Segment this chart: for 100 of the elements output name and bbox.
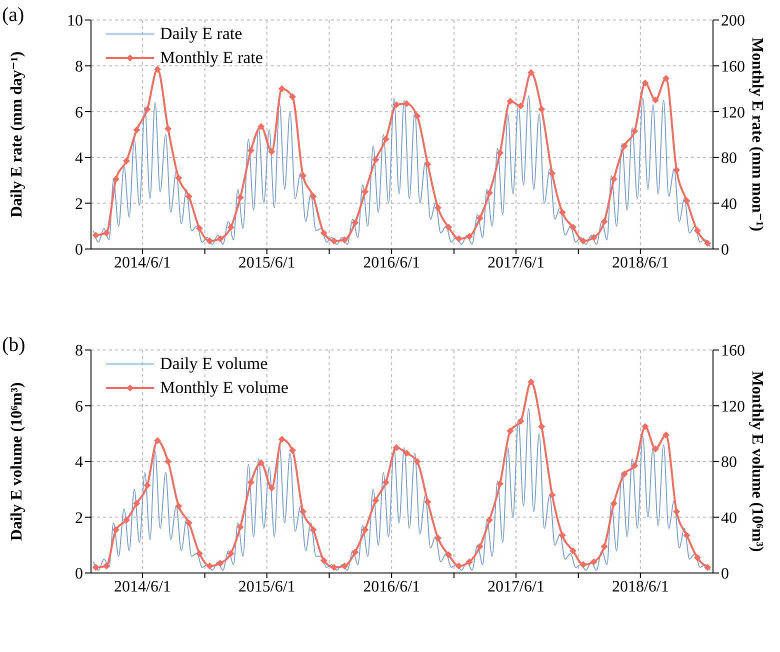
point	[434, 534, 442, 542]
point	[392, 444, 400, 452]
point	[164, 125, 172, 132]
point	[652, 96, 659, 104]
point	[258, 459, 265, 466]
y2-tick-label: 120	[721, 398, 745, 416]
point	[247, 147, 254, 154]
point	[528, 69, 534, 76]
point	[538, 423, 546, 430]
point	[288, 93, 296, 100]
point	[414, 458, 421, 465]
point	[206, 562, 214, 570]
y2-tick-label: 40	[721, 510, 737, 527]
point	[642, 79, 649, 86]
point	[517, 102, 524, 110]
point	[299, 508, 306, 516]
point	[631, 128, 638, 135]
y-tick-label: 6	[75, 104, 83, 122]
point	[278, 85, 286, 92]
point	[486, 189, 493, 196]
point	[341, 236, 348, 244]
point	[631, 462, 638, 470]
point	[642, 423, 649, 430]
point	[694, 554, 701, 562]
legend-label: Daily E rate	[160, 23, 242, 45]
point	[352, 548, 359, 556]
point	[227, 224, 234, 231]
y-tick-label: 4	[75, 150, 83, 168]
point	[476, 543, 484, 550]
y-tick-label: 2	[75, 510, 83, 527]
y2-tick-label: 120	[721, 104, 745, 122]
legend-label: Monthly E volume	[160, 377, 288, 399]
point	[673, 508, 680, 516]
y-tick-label: 8	[75, 58, 83, 76]
y2-tick-label: 200	[721, 12, 745, 30]
point	[92, 232, 100, 239]
point	[154, 437, 161, 444]
point	[704, 240, 712, 247]
point	[620, 470, 628, 478]
y-tick-label: 8	[75, 342, 83, 360]
point	[185, 192, 192, 200]
point	[102, 229, 110, 236]
point	[506, 427, 514, 434]
y-tick-label: 2	[75, 196, 83, 213]
point	[652, 445, 659, 452]
point	[476, 214, 484, 222]
point	[196, 224, 203, 232]
y2-tick-label: 0	[721, 242, 729, 259]
point	[236, 524, 244, 531]
point	[580, 237, 587, 244]
point	[620, 142, 628, 150]
line-series	[92, 95, 711, 248]
y2-tick-label: 40	[721, 196, 737, 213]
point	[382, 136, 390, 143]
point	[154, 66, 161, 73]
point	[662, 74, 670, 82]
point	[144, 106, 151, 113]
y2-axis-title: Monthly E rate (mm mon⁻¹)	[748, 38, 766, 232]
legend-label: Daily E volume	[160, 353, 268, 375]
y2-axis-title: Monthly E volume (10⁶m³)	[748, 371, 766, 552]
point	[434, 204, 442, 212]
point	[590, 558, 598, 566]
y-tick-label: 0	[75, 242, 83, 259]
point	[455, 562, 462, 570]
point	[236, 194, 244, 201]
point	[600, 218, 608, 226]
point	[569, 547, 576, 554]
point	[414, 112, 421, 120]
y-tick-label: 4	[75, 454, 83, 472]
point	[372, 497, 380, 504]
x-tick-label: 2017/6/1	[488, 578, 544, 596]
point	[144, 482, 151, 489]
x-tick-label: 2018/6/1	[612, 254, 669, 272]
point	[538, 106, 546, 113]
point	[216, 235, 224, 242]
point	[330, 564, 338, 571]
point	[445, 551, 452, 558]
point	[403, 450, 410, 457]
point	[466, 558, 473, 566]
point	[528, 378, 534, 386]
legend-label: Monthly E rate	[160, 47, 263, 69]
point	[341, 562, 348, 570]
point	[362, 188, 369, 196]
point	[517, 418, 524, 425]
point	[320, 556, 328, 564]
y-tick-label: 10	[67, 12, 83, 30]
point	[506, 98, 514, 105]
point	[683, 532, 690, 539]
point	[704, 564, 712, 571]
x-tick-label: 2017/6/1	[488, 254, 544, 272]
point	[424, 498, 432, 506]
point	[496, 480, 504, 488]
point	[424, 160, 432, 168]
point	[600, 543, 608, 550]
point	[299, 172, 306, 180]
x-tick-label: 2014/6/1	[114, 254, 171, 272]
point	[580, 561, 587, 568]
point	[112, 526, 120, 534]
point	[352, 219, 359, 226]
point	[133, 500, 140, 507]
